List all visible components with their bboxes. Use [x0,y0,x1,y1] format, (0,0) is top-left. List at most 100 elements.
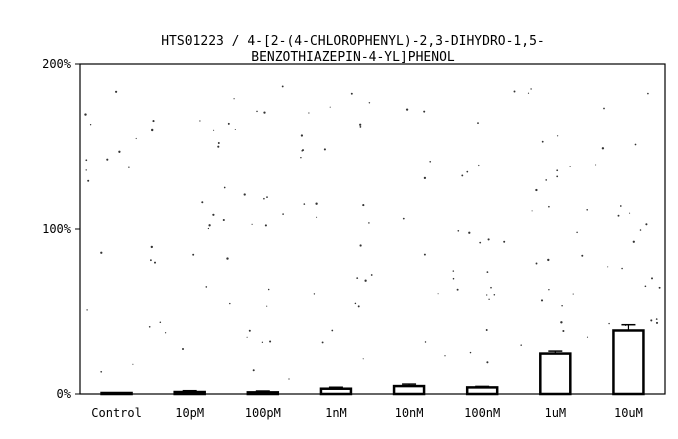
speckle [487,238,490,241]
speckle [217,142,220,144]
speckle [530,88,532,90]
speckle [252,369,255,372]
speckle [301,150,304,152]
speckle [490,286,492,289]
speckle [429,160,432,163]
speckle [608,322,610,325]
speckle [479,241,482,244]
chart-title-line-1: HTS01223 / 4-[2-(4-CHLOROPHENYL)-2,3-DIH… [161,34,545,49]
speckle [531,210,533,212]
speckle [159,321,162,323]
speckle [128,166,130,168]
bar-1uM [539,352,572,396]
speckle [423,110,426,113]
speckle [556,175,559,178]
speckle [208,224,211,227]
x-tick-label: 10pM [175,406,204,420]
speckle [251,223,253,225]
speckle [595,164,597,166]
speckle [201,201,204,204]
speckle [639,229,642,231]
speckle [468,231,471,234]
speckle [207,227,210,230]
speckle [234,128,236,131]
speckle [569,165,571,168]
speckle [115,90,118,93]
speckle [658,286,661,289]
speckle [350,92,353,95]
speckle [469,351,472,354]
speckle [150,259,152,262]
speckle [331,329,334,332]
speckle [547,258,550,262]
speckle [267,288,270,291]
speckle [520,344,522,346]
speckle [266,196,268,198]
speckle [586,209,588,211]
speckle [634,143,637,146]
speckle [226,257,229,260]
speckle [586,336,589,338]
speckle [106,158,109,161]
speckle [629,212,631,214]
speckle [607,266,609,268]
bar-1nM [319,387,353,396]
speckle [357,305,360,308]
speckle [223,186,226,189]
speckle [402,217,405,220]
speckle [359,244,362,247]
speckle [329,106,331,108]
speckle [644,285,647,288]
speckle [246,336,248,338]
bar-100pM [246,391,280,396]
speckle [313,293,316,295]
speckle [89,124,92,126]
speckle [300,156,302,159]
speckle [229,302,231,305]
speckle [493,294,496,296]
speckle [477,122,479,124]
speckle [621,267,623,270]
speckle [233,98,235,100]
speckle [288,378,290,380]
speckle [263,197,265,200]
speckle [303,203,306,205]
speckle [655,318,658,320]
speckle [182,348,184,350]
speckle [261,341,264,343]
x-tick-label: 1nM [325,406,347,420]
chart-title-line-2: BENZOTHIAZEPIN-4-YL]PHENOL [251,50,455,65]
speckle [452,270,455,272]
speckle [556,169,559,172]
speckle [647,92,649,95]
speckle [100,370,103,373]
speckle [192,253,195,256]
bar-100nM [465,386,499,396]
speckle [212,213,215,216]
speckle [266,305,268,307]
speckle [256,110,258,113]
speckle [368,102,371,104]
speckle [248,329,251,332]
bar-10pM [173,390,206,396]
speckle [601,147,605,150]
speckle [148,325,151,328]
plot-area: 0% 100% 200% Control 10pM 100pM 1nM 10nM 100nM 1u… [42,57,666,420]
speckle [540,299,544,302]
speckle [269,340,272,343]
x-tick-label: 10uM [614,406,643,420]
x-tick-label: 100pM [245,406,281,420]
speckle [541,140,544,143]
bar-10nM [392,384,426,396]
speckle [213,129,215,131]
speckle [362,204,365,207]
speckle [359,126,362,128]
speckle [205,286,208,288]
speckle [437,293,439,295]
y-tick-label: 200% [42,57,72,71]
speckle [227,122,230,125]
speckle [466,170,469,173]
speckle [651,277,653,280]
